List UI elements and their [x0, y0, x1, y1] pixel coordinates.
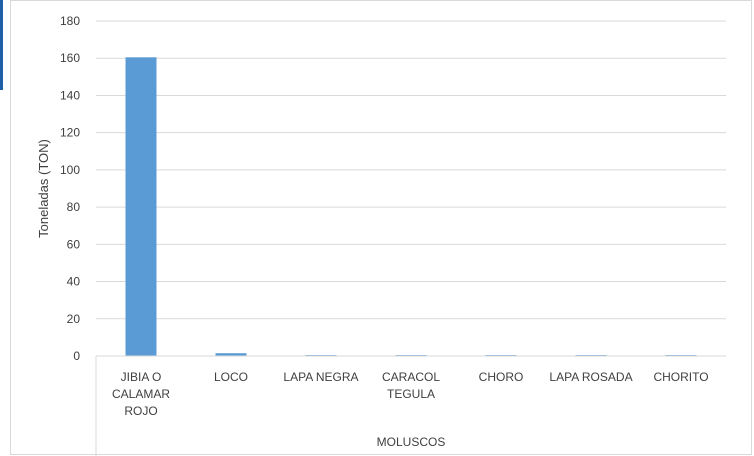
x-category-label: TEGULA	[387, 387, 435, 401]
y-tick-label: 140	[60, 88, 80, 102]
x-category-label: CHORITO	[653, 370, 708, 384]
x-category-label: LOCO	[214, 370, 248, 384]
bar-1	[215, 353, 247, 356]
bars	[125, 57, 697, 357]
y-tick-label: 100	[60, 163, 80, 177]
y-tick-label: 0	[73, 349, 80, 363]
y-tick-label: 40	[67, 275, 81, 289]
y-tick-label: 60	[67, 237, 81, 251]
y-tick-label: 80	[67, 200, 81, 214]
y-tick-label: 180	[60, 14, 80, 28]
x-category-label: CHORO	[479, 370, 524, 384]
x-axis-categories: JIBIA O CALAMAR ROJO LOCO LAPA NEGRA CARACOL T…	[112, 370, 709, 418]
x-category-label: LAPA ROSADA	[549, 370, 632, 384]
chart-frame	[10, 0, 752, 455]
left-accent-bar	[0, 0, 3, 90]
x-category-label: JIBIA O	[121, 370, 162, 384]
gridlines	[96, 20, 726, 320]
x-category-label: LAPA NEGRA	[283, 370, 358, 384]
x-category-label: CARACOL	[382, 370, 440, 384]
y-axis-title: Toneladas (TON)	[36, 139, 51, 238]
y-tick-label: 120	[60, 126, 80, 140]
y-tick-label: 160	[60, 51, 80, 65]
x-axis-group-label: MOLUSCOS	[377, 435, 446, 449]
y-axis-ticks: 0 20 40 60 80 100 120 140 160 180	[60, 14, 80, 363]
x-category-label: CALAMAR	[112, 387, 170, 401]
bar-0	[125, 57, 157, 357]
x-category-label: ROJO	[124, 404, 157, 418]
y-tick-label: 20	[67, 312, 81, 326]
